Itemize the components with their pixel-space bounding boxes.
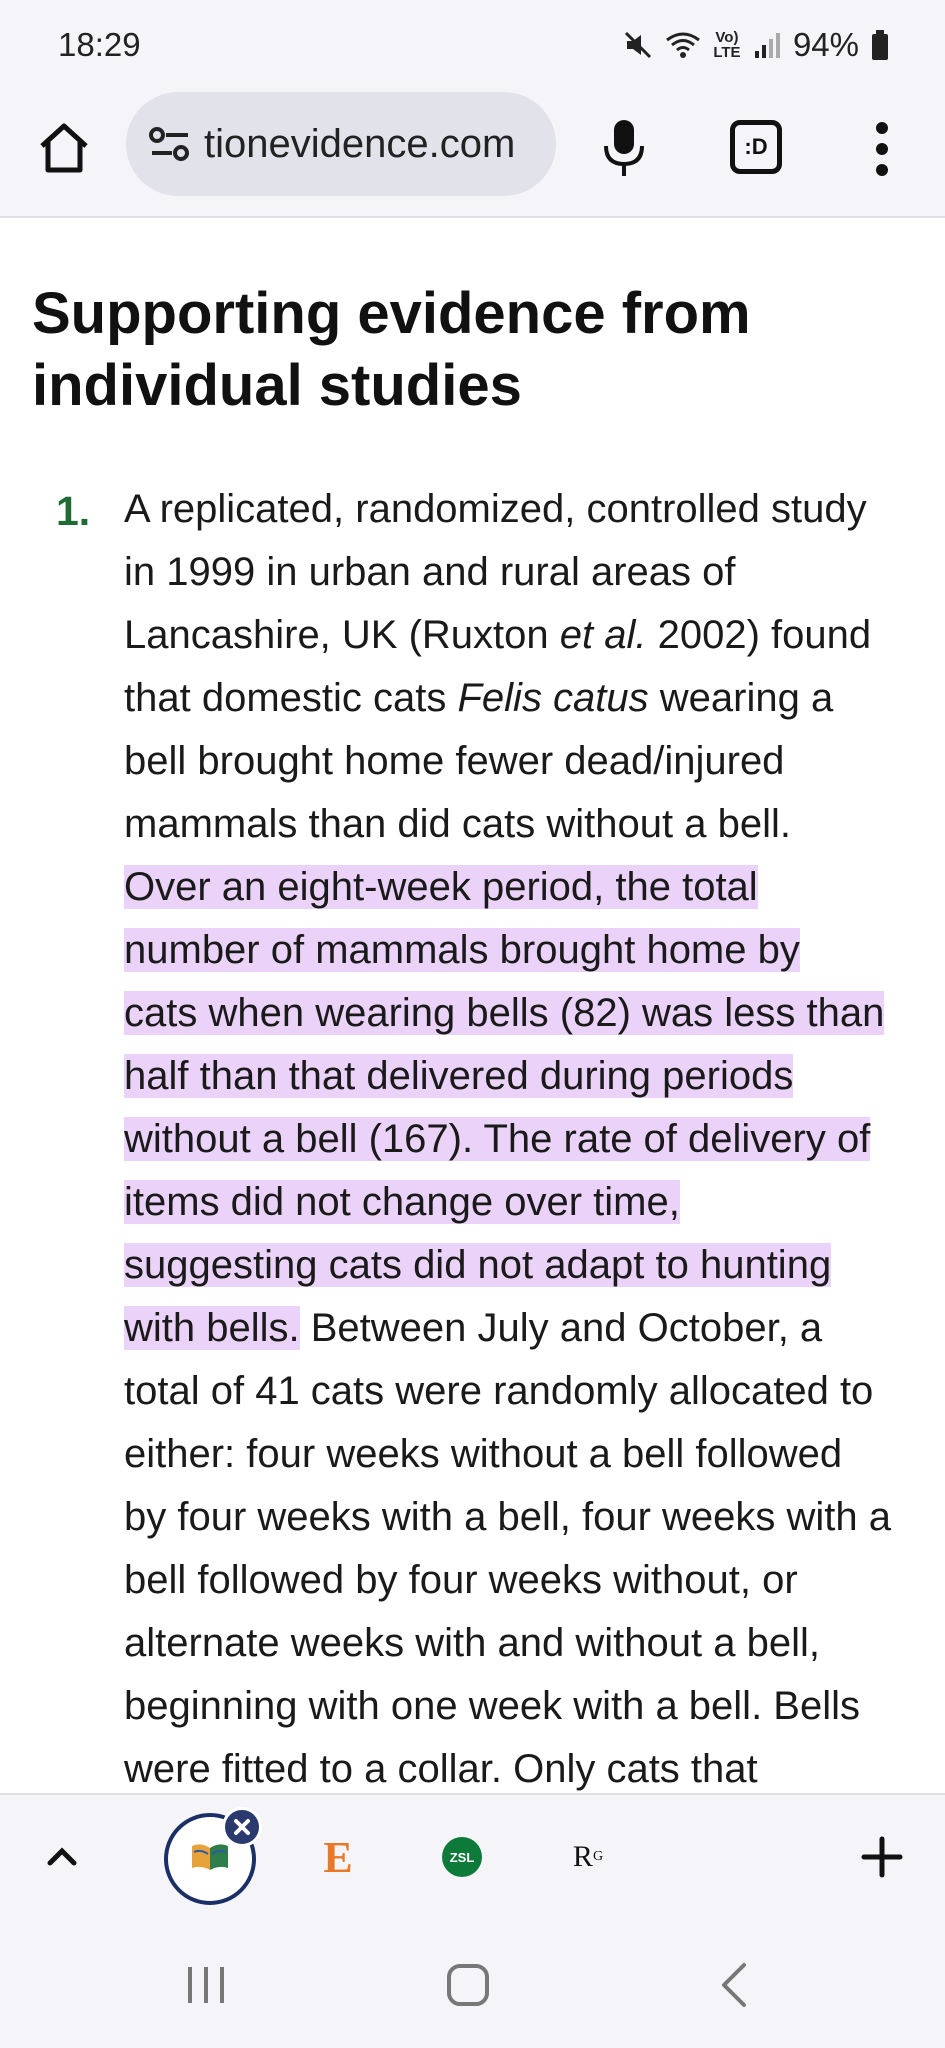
wifi-icon — [665, 30, 701, 60]
highlighted-text[interactable]: number of mammals brought home by — [124, 928, 800, 972]
text-line: suggesting cats did not adapt to hunting — [124, 1234, 924, 1297]
signal-icon — [753, 31, 781, 59]
site-settings-icon[interactable] — [148, 124, 192, 164]
highlighted-text[interactable]: Over an eight-week period, the total — [124, 865, 758, 909]
text-run: Between July and October, a — [299, 1306, 823, 1350]
tab-switcher-icon[interactable]: :D — [730, 120, 782, 174]
highlighted-text[interactable]: with bells. — [124, 1306, 300, 1350]
recent-apps-icon[interactable] — [184, 1965, 228, 2005]
text-line: Over an eight-week period, the total — [124, 856, 924, 919]
chevron-up-icon[interactable] — [44, 1841, 80, 1871]
text-run: 2002) found — [646, 613, 872, 657]
text-run: were fitted to a collar. Only cats that — [124, 1747, 758, 1791]
text-line: number of mammals brought home by — [124, 919, 924, 982]
lte-icon: Vo) LTE — [713, 30, 741, 60]
text-run: that domestic cats — [124, 676, 458, 720]
text-run: Lancashire, UK (Ruxton — [124, 613, 560, 657]
text-run: A replicated, randomized, controlled stu… — [124, 487, 867, 531]
text-line: half than that delivered during periods — [124, 1045, 924, 1108]
page-content: Supporting evidence from individual stud… — [0, 220, 945, 1793]
text-line: alternate weeks with and without a bell, — [124, 1612, 924, 1675]
text-run: either: four weeks without a bell follow… — [124, 1432, 843, 1476]
text-run: total of 41 cats were randomly allocated… — [124, 1369, 874, 1413]
highlighted-text[interactable]: without a bell (167). The rate of delive… — [124, 1117, 871, 1161]
text-run: beginning with one week with a bell. Bel… — [124, 1684, 860, 1728]
tab-zsl-label: ZSL — [449, 1849, 475, 1865]
text-line: cats when wearing bells (82) was less th… — [124, 982, 924, 1045]
highlighted-text[interactable]: half than that delivered during periods — [124, 1054, 794, 1098]
text-line: A replicated, randomized, controlled stu… — [124, 478, 924, 541]
tab-e[interactable]: E — [312, 1831, 364, 1883]
system-nav-bar — [0, 1921, 945, 2048]
text-line: Lancashire, UK (Ruxton et al. 2002) foun… — [124, 604, 924, 667]
browser-toolbar: tionevidence.com :D — [0, 90, 945, 218]
text-run: bell followed by four weeks without, or — [124, 1558, 798, 1602]
study-paragraph: A replicated, randomized, controlled stu… — [124, 478, 924, 1793]
text-run: mammals than did cats without a bell. — [124, 802, 791, 846]
text-line: with bells. Between July and October, a — [124, 1297, 924, 1360]
lte-top-label: Vo) — [715, 29, 739, 46]
plus-icon[interactable] — [858, 1833, 906, 1881]
mic-icon[interactable] — [598, 118, 650, 178]
address-bar[interactable]: tionevidence.com — [126, 92, 556, 196]
text-line: beginning with one week with a bell. Bel… — [124, 1675, 924, 1738]
tab-e-label: E — [323, 1832, 353, 1882]
text-line: by four weeks with a bell, four weeks wi… — [124, 1486, 924, 1549]
tab-zsl[interactable]: ZSL — [436, 1831, 488, 1883]
species-name: Felis catus — [457, 676, 649, 720]
status-time: 18:29 — [58, 26, 141, 63]
text-run: in 1999 in urban and rural areas of — [124, 550, 736, 594]
text-line: mammals than did cats without a bell. — [124, 793, 924, 856]
battery-icon — [871, 30, 889, 60]
text-line: were fitted to a collar. Only cats that — [124, 1738, 924, 1793]
text-run: by four weeks with a bell, four weeks wi… — [124, 1495, 892, 1539]
home-nav-icon[interactable] — [446, 1963, 490, 2007]
status-icons: Vo) LTE 94% — [623, 26, 889, 64]
text-line: items did not change over time, — [124, 1171, 924, 1234]
lte-bottom-label: LTE — [713, 44, 741, 61]
tab-switcher-label: :D — [744, 134, 768, 159]
text-line: that domestic cats Felis catus wearing a — [124, 667, 924, 730]
close-icon[interactable] — [222, 1807, 262, 1847]
url-text: tionevidence.com — [204, 121, 516, 166]
text-line: total of 41 cats were randomly allocated… — [124, 1360, 924, 1423]
mute-icon — [623, 30, 653, 60]
text-line: either: four weeks without a bell follow… — [124, 1423, 924, 1486]
text-run: alternate weeks with and without a bell, — [124, 1621, 820, 1665]
books-icon — [190, 1840, 230, 1879]
text-line: in 1999 in urban and rural areas of — [124, 541, 924, 604]
zsl-logo-icon: ZSL — [442, 1837, 482, 1877]
italic-text: et al. — [559, 613, 647, 657]
tab-rg-label: R — [572, 1840, 593, 1873]
highlighted-text[interactable]: items did not change over time, — [124, 1180, 680, 1224]
text-run: bell brought home fewer dead/injured — [124, 739, 785, 783]
highlighted-text[interactable]: suggesting cats did not adapt to hunting — [124, 1243, 832, 1287]
more-menu-icon[interactable] — [868, 120, 896, 178]
battery-level: 94% — [792, 26, 859, 63]
section-heading: Supporting evidence from individual stud… — [32, 281, 751, 418]
text-line: without a bell (167). The rate of delive… — [124, 1108, 924, 1171]
text-line: bell followed by four weeks without, or — [124, 1549, 924, 1612]
status-bar: 18:29 Vo) LTE 94% — [0, 0, 945, 90]
list-item-number: 1. — [56, 488, 91, 534]
text-line: bell brought home fewer dead/injured — [124, 730, 924, 793]
highlighted-text[interactable]: cats when wearing bells (82) was less th… — [124, 991, 885, 1035]
tab-rg-sup: G — [592, 1849, 604, 1864]
text-run: wearing a — [648, 676, 834, 720]
back-icon[interactable] — [718, 1961, 748, 2009]
home-icon[interactable] — [36, 120, 92, 176]
